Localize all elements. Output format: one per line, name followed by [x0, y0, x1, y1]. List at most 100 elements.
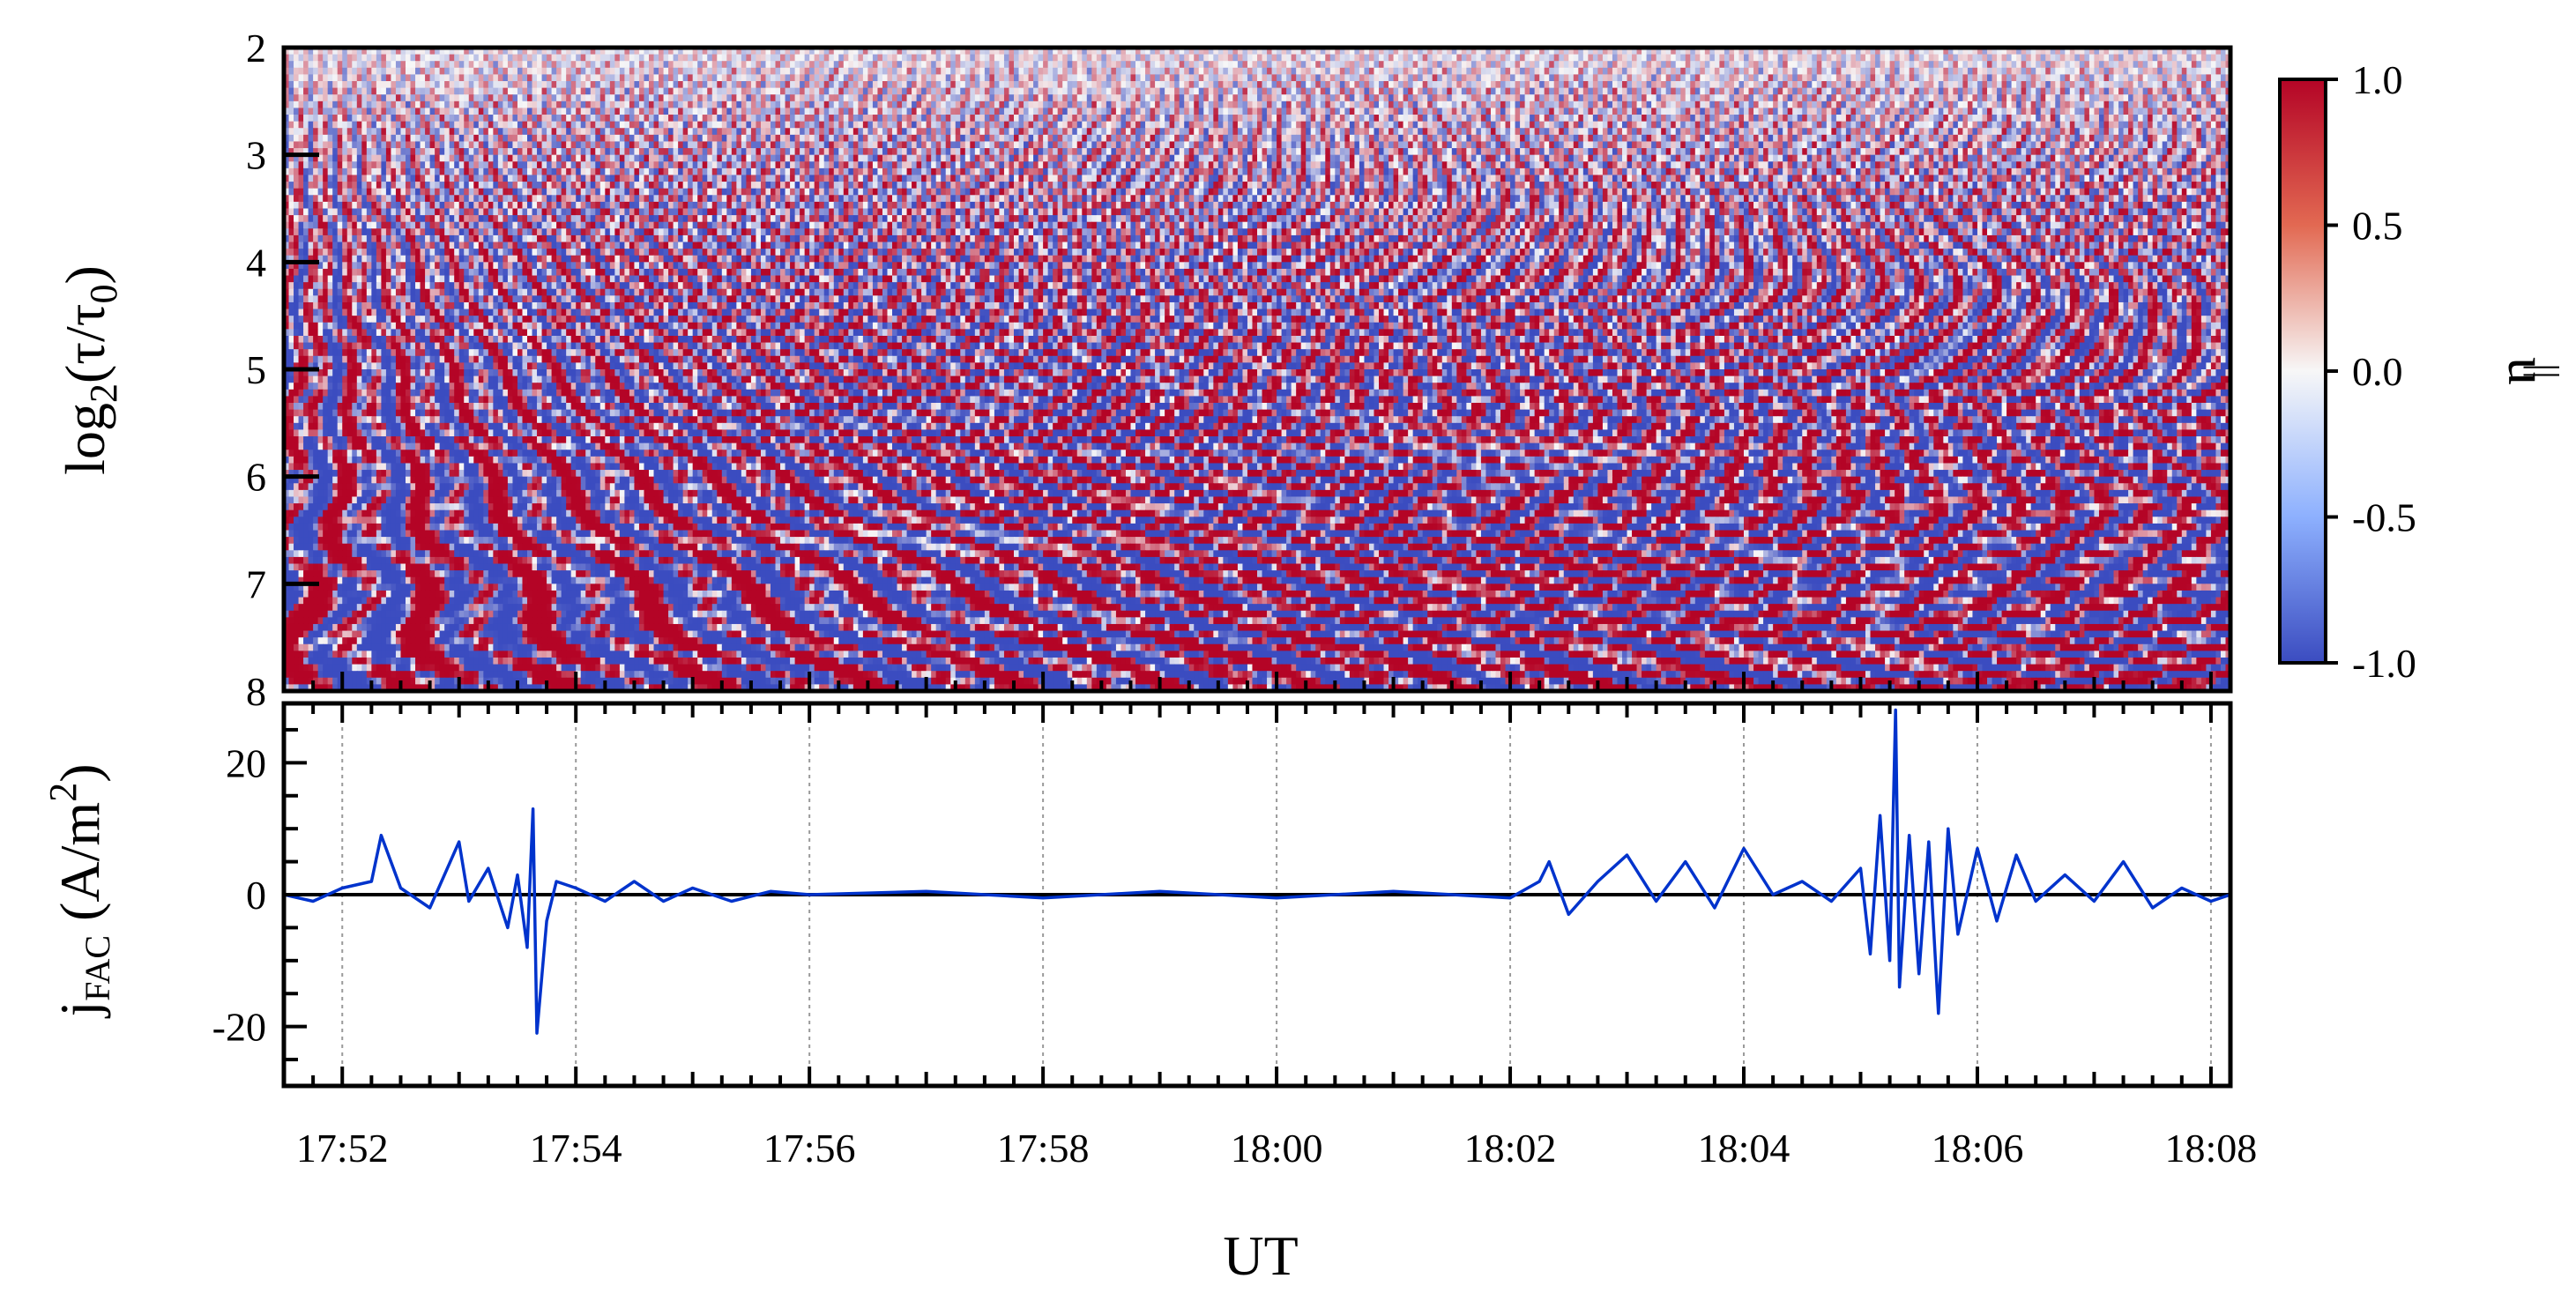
heatmap-cell — [376, 61, 382, 68]
heatmap-cell — [1821, 55, 1827, 62]
heatmap-cell — [1904, 55, 1910, 62]
heatmap-cell — [644, 61, 649, 68]
heatmap-cell — [751, 55, 756, 62]
heatmap-cell — [1627, 61, 1633, 68]
heatmap-cell — [1077, 61, 1083, 68]
heatmap-cells — [284, 48, 2231, 692]
heatmap-cell — [1238, 55, 1243, 62]
heatmap-cell — [595, 55, 600, 62]
heatmap-cell — [941, 61, 946, 68]
heatmap-cell — [1141, 55, 1146, 62]
heatmap-cell — [659, 55, 664, 62]
heatmap-cell — [1350, 55, 1355, 62]
heatmap-cell — [892, 61, 897, 68]
heatmap-cell — [1807, 61, 1813, 68]
heatmap-cell — [970, 55, 975, 62]
heatmap-cell — [707, 61, 712, 68]
heatmap-cell — [338, 61, 343, 68]
heatmap-cell — [415, 61, 421, 68]
heatmap-cell — [1330, 61, 1336, 68]
heatmap-cell — [2157, 55, 2163, 62]
heatmap-cell — [396, 61, 401, 68]
heatmap-cell — [1203, 55, 1209, 62]
heatmap-cell — [1885, 55, 1890, 62]
heatmap-cell — [1617, 55, 1622, 62]
heatmap-cell — [1120, 55, 1126, 62]
heatmap-cell — [979, 61, 985, 68]
heatmap-cell — [1817, 55, 1822, 62]
heatmap-cell — [1574, 55, 1579, 62]
heatmap-cell — [844, 61, 849, 68]
heatmap-cell — [858, 55, 863, 62]
heatmap-cell — [703, 61, 708, 68]
heatmap-cell — [707, 55, 712, 62]
heatmap-cell — [2143, 55, 2148, 62]
heatmap-cell — [1612, 55, 1618, 62]
heatmap-cell — [595, 61, 600, 68]
heatmap-cell — [1286, 55, 1292, 62]
heatmap-cell — [1344, 55, 1350, 62]
heatmap-cell — [1014, 55, 1019, 62]
heatmap-cell — [1004, 61, 1009, 68]
heatmap-cell — [2128, 55, 2133, 62]
heatmap-cell — [1539, 61, 1545, 68]
heatmap-cell — [1101, 55, 1106, 62]
heatmap-cell — [882, 61, 888, 68]
heatmap-cell — [1257, 61, 1262, 68]
heatmap-cell — [313, 61, 318, 68]
heatmap-cell — [1238, 61, 1243, 68]
heatmap-cell — [1924, 61, 1929, 68]
heatmap-cell — [294, 61, 299, 68]
heatmap-cell — [2177, 55, 2182, 62]
heatmap-cell — [756, 55, 761, 62]
heatmap-cell — [776, 61, 781, 68]
heatmap-cell — [1686, 55, 1691, 62]
heatmap-cell — [585, 61, 591, 68]
heatmap-cell — [303, 61, 309, 68]
heatmap-cell — [1831, 61, 1836, 68]
heatmap-cell — [683, 55, 689, 62]
heatmap-cell — [1213, 61, 1218, 68]
heatmap-cell — [2182, 55, 2187, 62]
heatmap-cell — [1856, 55, 1861, 62]
heatmap-cell — [1588, 55, 1593, 62]
heatmap-cell — [771, 55, 776, 62]
heatmap-cell — [2080, 55, 2085, 62]
heatmap-cell — [639, 61, 644, 68]
heatmap-cell — [1958, 55, 1963, 62]
heatmap-cell — [1145, 61, 1150, 68]
heatmap-cell — [873, 61, 878, 68]
heatmap-cell — [1062, 61, 1068, 68]
heatmap-cell — [309, 61, 314, 68]
heatmap-cell — [634, 55, 639, 62]
heatmap-cell — [688, 61, 693, 68]
heatmap-cell — [1773, 55, 1778, 62]
heatmap-cell — [1340, 61, 1345, 68]
heatmap-cell — [1773, 61, 1778, 68]
heatmap-cell — [473, 61, 479, 68]
heatmap-cell — [838, 55, 844, 62]
heatmap-cell — [994, 55, 1000, 62]
heatmap-cell — [999, 61, 1004, 68]
heatmap-cell — [1126, 55, 1131, 62]
heatmap-cell — [1471, 61, 1477, 68]
heatmap-cell — [848, 61, 853, 68]
heatmap-cell — [342, 61, 347, 68]
heatmap-cell — [1072, 55, 1077, 62]
heatmap-cell — [1792, 61, 1798, 68]
heatmap-cell — [517, 61, 523, 68]
heatmap-cell — [722, 55, 727, 62]
heatmap-cell — [1491, 61, 1496, 68]
heatmap-cell — [1141, 61, 1146, 68]
heatmap-cell — [950, 61, 956, 68]
heatmap-cell — [1568, 55, 1574, 62]
heatmap-cell — [693, 61, 698, 68]
heatmap-cell — [1676, 61, 1681, 68]
heatmap-cell — [844, 55, 849, 62]
heatmap-cell — [1072, 61, 1077, 68]
heatmap-cell — [2012, 55, 2017, 62]
heatmap-cell — [435, 61, 440, 68]
heatmap-cell — [1651, 61, 1657, 68]
heatmap-cell — [1194, 55, 1199, 62]
heatmap-cell — [610, 61, 615, 68]
